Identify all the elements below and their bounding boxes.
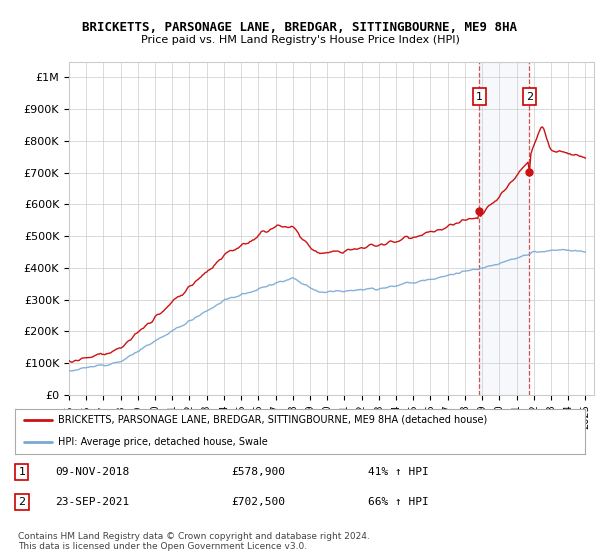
Text: 2: 2 <box>526 92 533 101</box>
Text: BRICKETTS, PARSONAGE LANE, BREDGAR, SITTINGBOURNE, ME9 8HA: BRICKETTS, PARSONAGE LANE, BREDGAR, SITT… <box>83 21 517 34</box>
Text: 1: 1 <box>476 92 483 101</box>
Text: £578,900: £578,900 <box>232 467 286 477</box>
Bar <box>479 62 529 395</box>
Text: BRICKETTS, PARSONAGE LANE, BREDGAR, SITTINGBOURNE, ME9 8HA (detached house): BRICKETTS, PARSONAGE LANE, BREDGAR, SITT… <box>58 415 487 425</box>
Text: HPI: Average price, detached house, Swale: HPI: Average price, detached house, Swal… <box>58 437 268 447</box>
Text: Contains HM Land Registry data © Crown copyright and database right 2024.
This d: Contains HM Land Registry data © Crown c… <box>18 532 370 552</box>
Text: 09-NOV-2018: 09-NOV-2018 <box>55 467 129 477</box>
Text: £702,500: £702,500 <box>232 497 286 507</box>
Text: 1: 1 <box>19 467 25 477</box>
Text: 2: 2 <box>18 497 25 507</box>
Text: 66% ↑ HPI: 66% ↑ HPI <box>368 497 429 507</box>
Text: Price paid vs. HM Land Registry's House Price Index (HPI): Price paid vs. HM Land Registry's House … <box>140 35 460 45</box>
Text: 41% ↑ HPI: 41% ↑ HPI <box>368 467 429 477</box>
Text: 23-SEP-2021: 23-SEP-2021 <box>55 497 129 507</box>
